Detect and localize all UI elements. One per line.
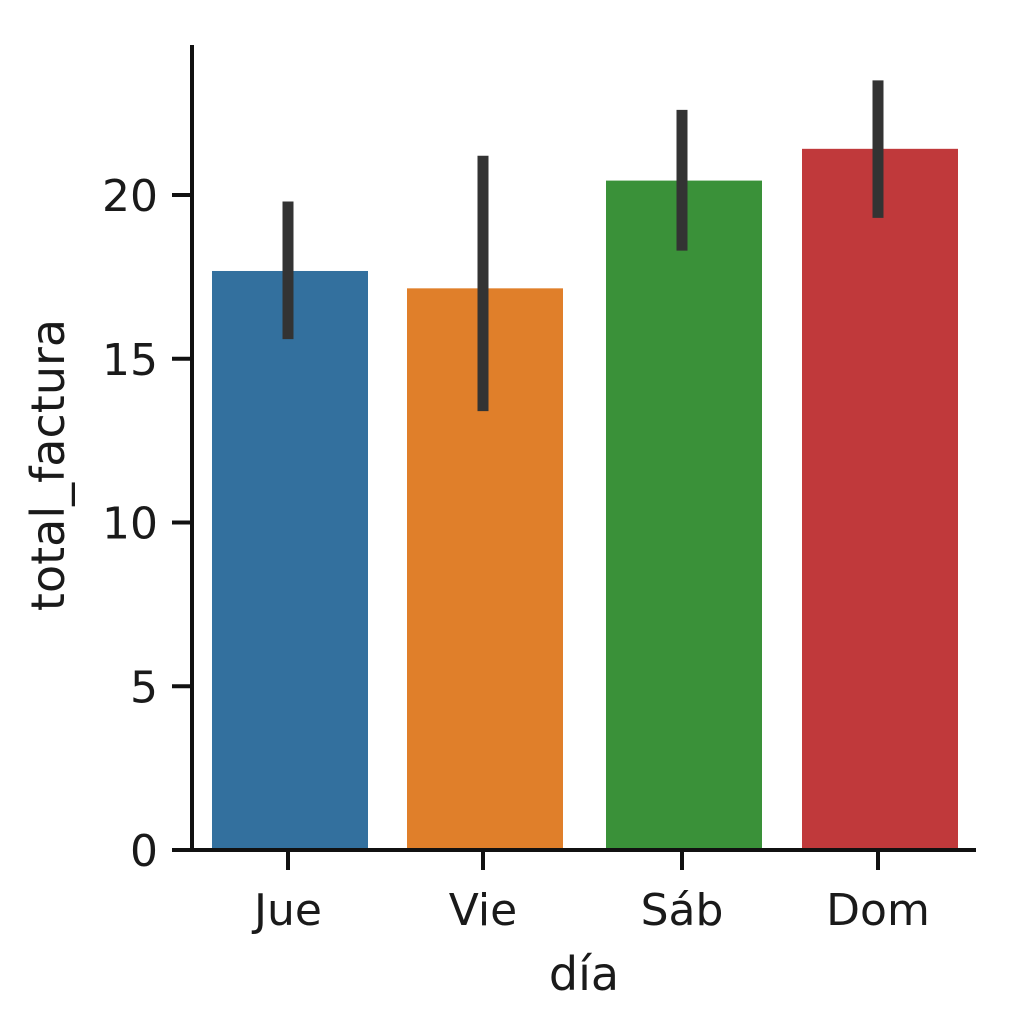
x-tick-label: Jue <box>251 885 322 936</box>
y-tick-label: 0 <box>130 826 158 877</box>
y-axis-label: total_factura <box>21 319 75 611</box>
bar-Sáb <box>606 180 762 851</box>
x-axis-label: día <box>549 947 619 1001</box>
y-tick-label: 20 <box>102 171 158 222</box>
y-ticks-group: 0 5 10 15 20 <box>102 171 192 877</box>
bar-Dom <box>802 148 958 850</box>
x-tick-label: Dom <box>826 885 930 936</box>
error-bars-group <box>282 80 884 412</box>
x-ticks-group: Jue Vie Sáb Dom <box>251 850 930 936</box>
bars-group <box>212 148 958 851</box>
x-tick-label: Sáb <box>641 885 724 936</box>
y-tick-label: 15 <box>102 335 158 386</box>
y-tick-label: 5 <box>130 662 158 713</box>
y-tick-label: 10 <box>102 499 158 550</box>
x-tick-label: Vie <box>449 885 517 936</box>
bar-Jue <box>212 270 368 851</box>
